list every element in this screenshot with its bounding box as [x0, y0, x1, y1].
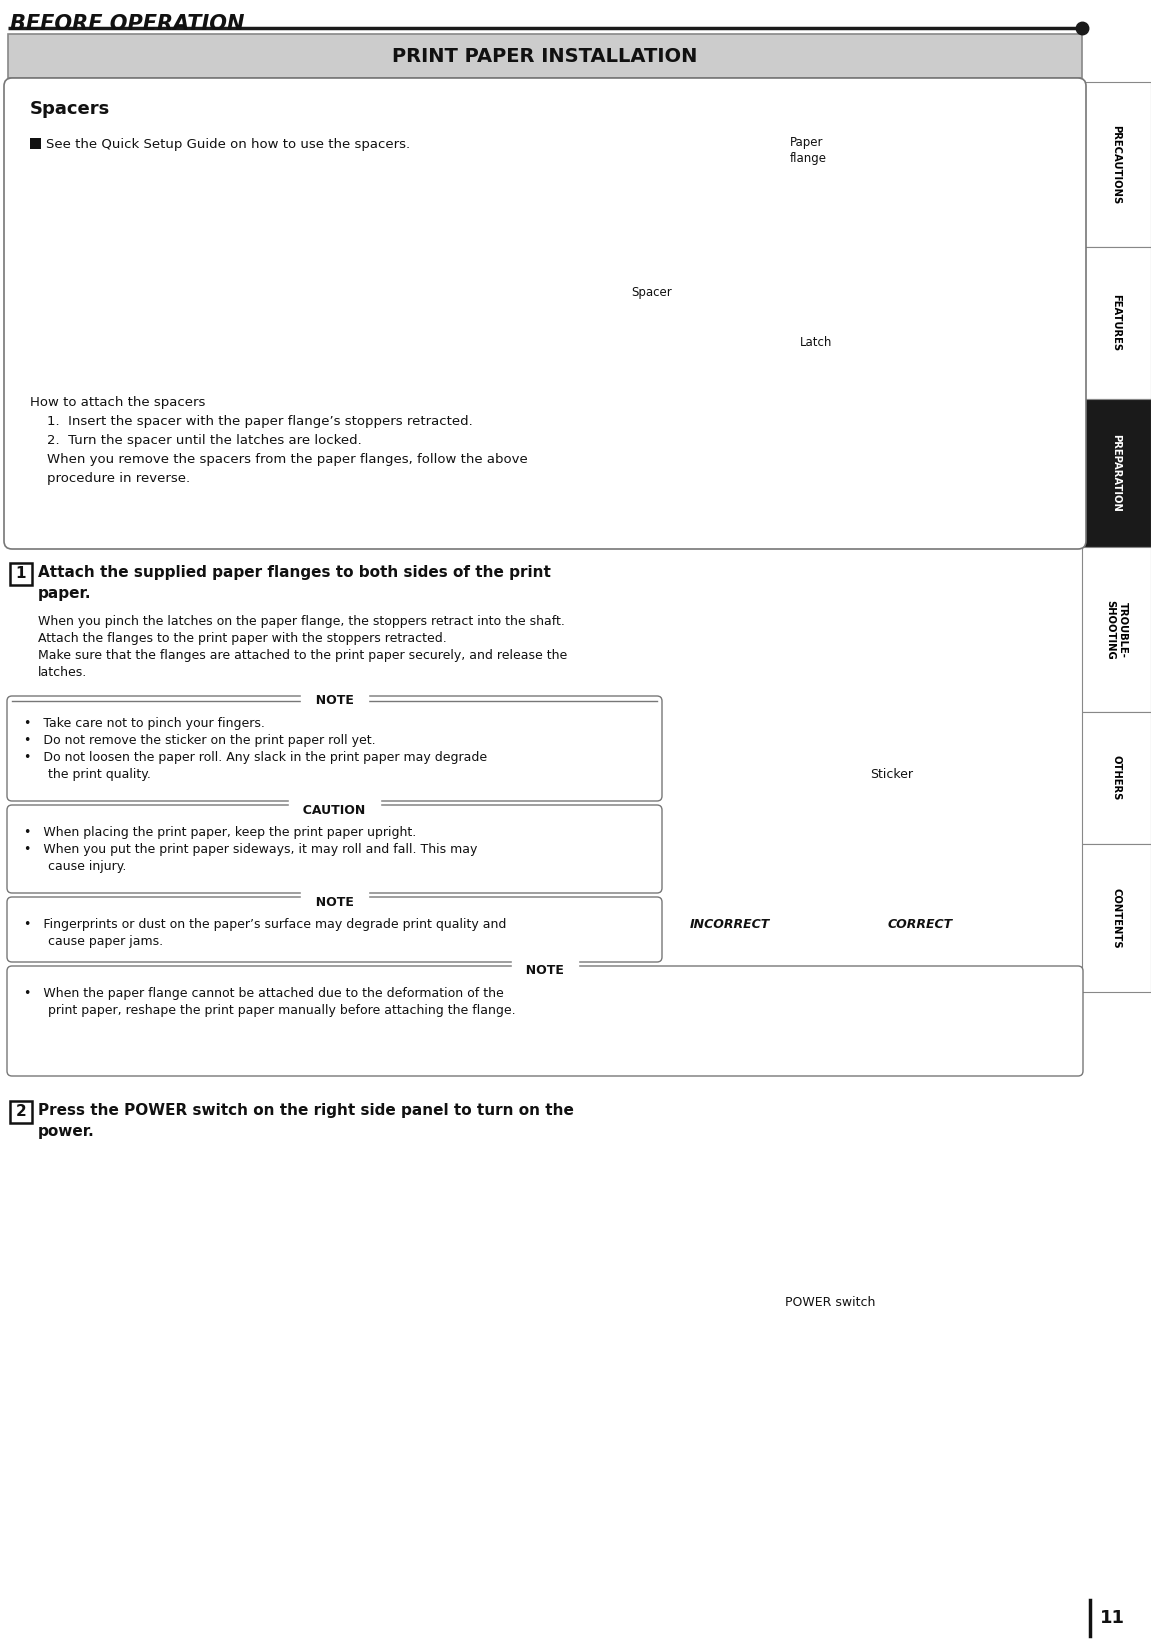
Text: POWER switch: POWER switch — [785, 1295, 875, 1308]
Text: cause paper jams.: cause paper jams. — [24, 936, 163, 949]
Text: •   Do not loosen the paper roll. Any slack in the print paper may degrade: • Do not loosen the paper roll. Any slac… — [24, 751, 487, 764]
Text: When you pinch the latches on the paper flange, the stoppers retract into the sh: When you pinch the latches on the paper … — [38, 615, 565, 629]
Text: Sticker: Sticker — [870, 767, 913, 780]
Text: INCORRECT: INCORRECT — [689, 917, 770, 931]
Text: •   Do not remove the sticker on the print paper roll yet.: • Do not remove the sticker on the print… — [24, 734, 375, 747]
FancyBboxPatch shape — [3, 78, 1087, 549]
Text: Attach the flanges to the print paper with the stoppers retracted.: Attach the flanges to the print paper wi… — [38, 632, 447, 645]
Text: 2.  Turn the spacer until the latches are locked.: 2. Turn the spacer until the latches are… — [30, 434, 361, 447]
Text: BEFORE OPERATION: BEFORE OPERATION — [10, 13, 244, 35]
Text: Press the POWER switch on the right side panel to turn on the
power.: Press the POWER switch on the right side… — [38, 1102, 574, 1138]
Text: NOTE: NOTE — [517, 965, 573, 977]
Text: Spacers: Spacers — [30, 101, 110, 119]
Bar — [1082, 399, 1151, 548]
Bar — [8, 35, 1082, 78]
FancyBboxPatch shape — [7, 696, 662, 800]
Text: latches.: latches. — [38, 667, 87, 680]
Text: Attach the supplied paper flanges to both sides of the print
paper.: Attach the supplied paper flanges to bot… — [38, 564, 551, 601]
Text: •   When you put the print paper sideways, it may roll and fall. This may: • When you put the print paper sideways,… — [24, 843, 478, 856]
Text: Paper
flange: Paper flange — [790, 135, 828, 165]
Text: •   Take care not to pinch your fingers.: • Take care not to pinch your fingers. — [24, 718, 265, 729]
FancyBboxPatch shape — [7, 805, 662, 893]
Text: 11: 11 — [1100, 1609, 1125, 1627]
Text: cause injury.: cause injury. — [24, 860, 127, 873]
Text: See the Quick Setup Guide on how to use the spacers.: See the Quick Setup Guide on how to use … — [46, 139, 410, 152]
Bar — [1082, 713, 1151, 845]
Bar — [10, 1101, 32, 1124]
Bar — [1082, 248, 1151, 399]
Text: Latch: Latch — [800, 337, 832, 350]
Text: NOTE: NOTE — [306, 896, 363, 909]
Bar — [30, 139, 41, 148]
Text: NOTE: NOTE — [306, 695, 363, 708]
Text: PREPARATION: PREPARATION — [1112, 434, 1121, 512]
Text: CONTENTS: CONTENTS — [1112, 888, 1121, 949]
Text: 1.  Insert the spacer with the paper flange’s stoppers retracted.: 1. Insert the spacer with the paper flan… — [30, 416, 473, 427]
Bar — [10, 563, 32, 586]
Text: PRINT PAPER INSTALLATION: PRINT PAPER INSTALLATION — [392, 46, 698, 66]
FancyBboxPatch shape — [7, 965, 1083, 1076]
Bar — [1082, 82, 1151, 248]
Text: Spacer: Spacer — [631, 285, 672, 299]
Text: OTHERS: OTHERS — [1112, 756, 1121, 800]
Text: •   When the paper flange cannot be attached due to the deformation of the: • When the paper flange cannot be attach… — [24, 987, 504, 1000]
Text: How to attach the spacers: How to attach the spacers — [30, 396, 205, 409]
Text: CAUTION: CAUTION — [295, 804, 374, 817]
Text: procedure in reverse.: procedure in reverse. — [30, 472, 190, 485]
Text: When you remove the spacers from the paper flanges, follow the above: When you remove the spacers from the pap… — [30, 454, 528, 465]
Text: •   Fingerprints or dust on the paper’s surface may degrade print quality and: • Fingerprints or dust on the paper’s su… — [24, 917, 506, 931]
FancyBboxPatch shape — [7, 898, 662, 962]
Text: 1: 1 — [16, 566, 26, 581]
Text: print paper, reshape the print paper manually before attaching the flange.: print paper, reshape the print paper man… — [24, 1003, 516, 1016]
Text: •   When placing the print paper, keep the print paper upright.: • When placing the print paper, keep the… — [24, 827, 417, 838]
Text: TROUBLE-
SHOOTING: TROUBLE- SHOOTING — [1105, 599, 1128, 660]
Text: 2: 2 — [16, 1104, 26, 1119]
Text: the print quality.: the print quality. — [24, 767, 151, 780]
Text: CORRECT: CORRECT — [887, 917, 953, 931]
Text: FEATURES: FEATURES — [1112, 294, 1121, 351]
Bar — [1082, 845, 1151, 992]
Bar — [1082, 548, 1151, 713]
Text: PRECAUTIONS: PRECAUTIONS — [1112, 125, 1121, 205]
Text: Make sure that the flanges are attached to the print paper securely, and release: Make sure that the flanges are attached … — [38, 648, 567, 662]
